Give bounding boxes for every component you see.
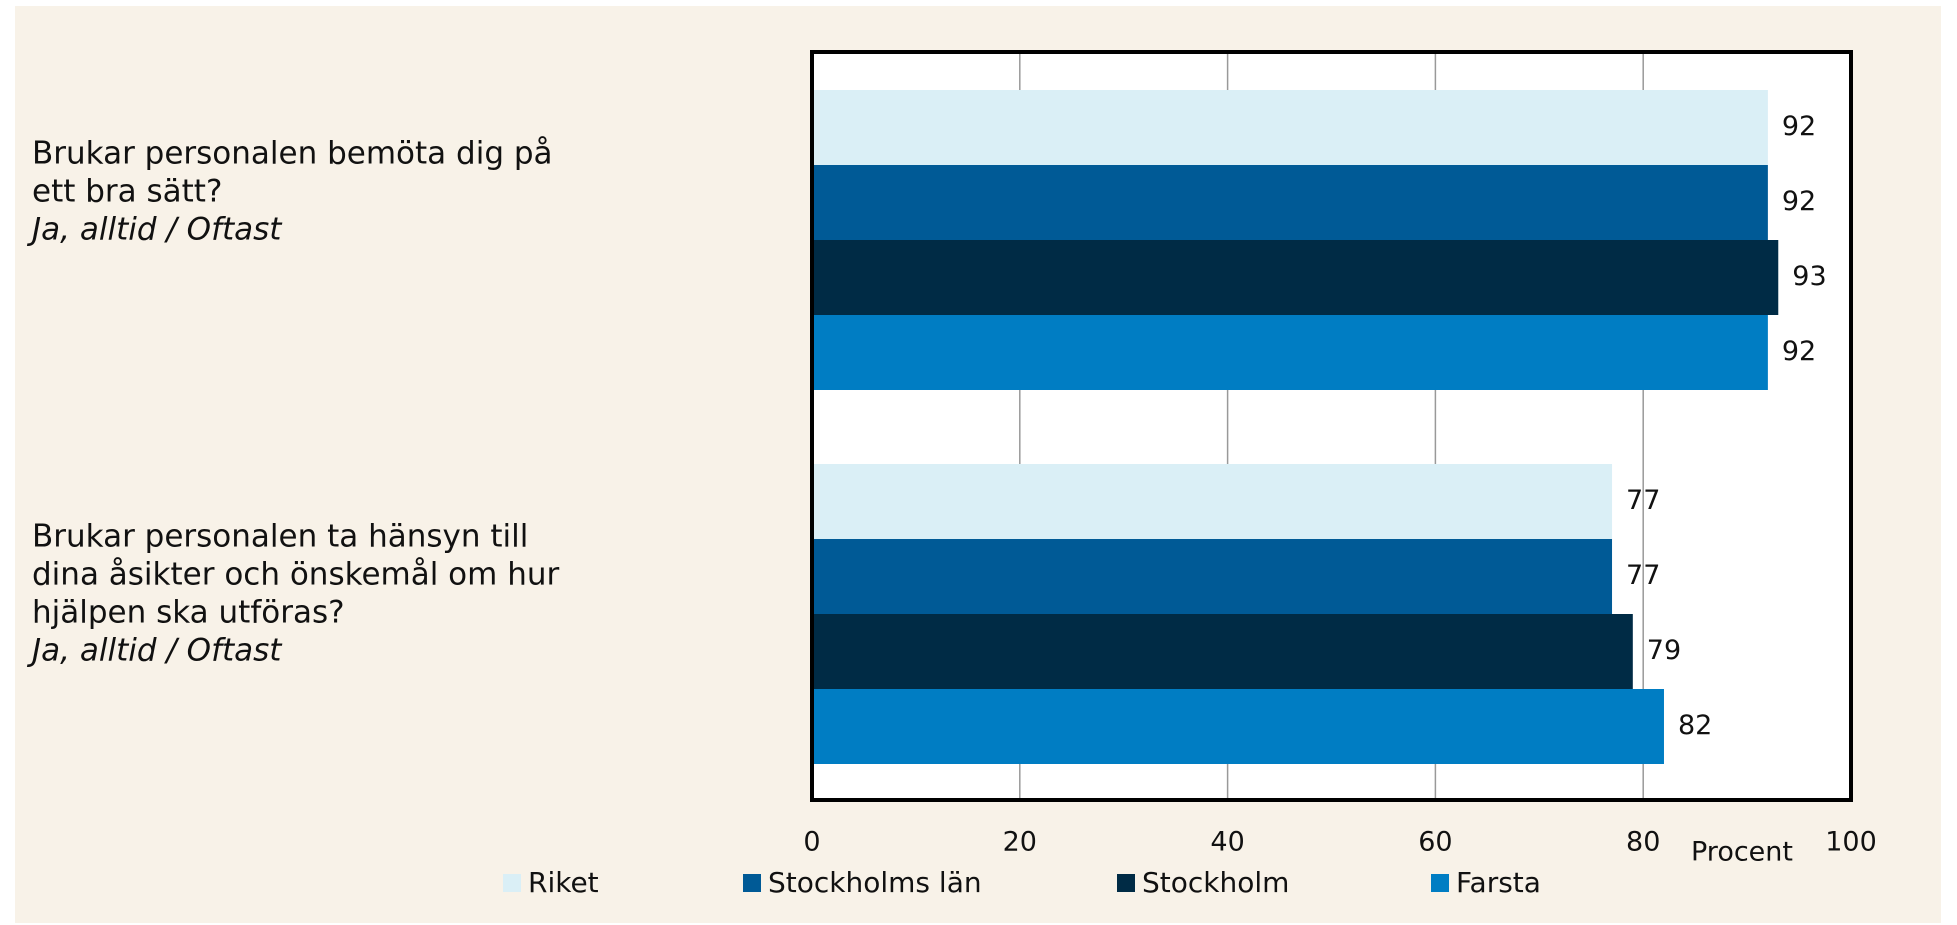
- category-label: Brukar personalen ta hänsyn till: [32, 519, 528, 555]
- legend-swatch: [1117, 874, 1135, 892]
- value-label: 92: [1782, 336, 1816, 367]
- legend-swatch: [503, 874, 521, 892]
- category-label: dina åsikter och önskemål om hur: [32, 557, 559, 593]
- bar: [812, 614, 1633, 689]
- value-label: 79: [1647, 635, 1681, 666]
- legend-label: Farsta: [1456, 866, 1541, 899]
- bar: [812, 240, 1778, 315]
- legend-label: Riket: [528, 866, 599, 899]
- value-label: 77: [1626, 560, 1660, 591]
- x-tick-label: 20: [1003, 827, 1037, 858]
- x-tick-label: 60: [1418, 827, 1452, 858]
- value-label: 77: [1626, 485, 1660, 516]
- bar: [812, 689, 1664, 764]
- legend-swatch: [743, 874, 761, 892]
- x-tick-label: 80: [1626, 827, 1660, 858]
- bar: [812, 464, 1612, 539]
- x-axis-label: Procent: [1691, 837, 1793, 868]
- legend-label: Stockholm: [1142, 866, 1289, 899]
- bar: [812, 90, 1768, 165]
- bar: [812, 539, 1612, 614]
- value-label: 82: [1678, 710, 1712, 741]
- x-tick-label: 40: [1210, 827, 1244, 858]
- bar: [812, 165, 1768, 240]
- chart: Procent 0 20 40 60 80 100 Brukar personalen be…: [0, 0, 1957, 925]
- value-label: 93: [1792, 261, 1826, 292]
- bar: [812, 315, 1768, 390]
- x-tick-label: 0: [803, 827, 820, 858]
- legend-swatch: [1431, 874, 1449, 892]
- category-label: ett bra sätt?: [32, 174, 222, 210]
- category-label: Brukar personalen bemöta dig på: [32, 136, 553, 172]
- category-label: Ja, alltid / Oftast: [26, 633, 283, 669]
- category-label: Ja, alltid / Oftast: [26, 212, 283, 248]
- value-label: 92: [1782, 111, 1816, 142]
- legend-label: Stockholms län: [768, 866, 982, 899]
- x-tick-label: 100: [1825, 827, 1877, 858]
- value-label: 92: [1782, 186, 1816, 217]
- category-label: hjälpen ska utföras?: [32, 595, 345, 631]
